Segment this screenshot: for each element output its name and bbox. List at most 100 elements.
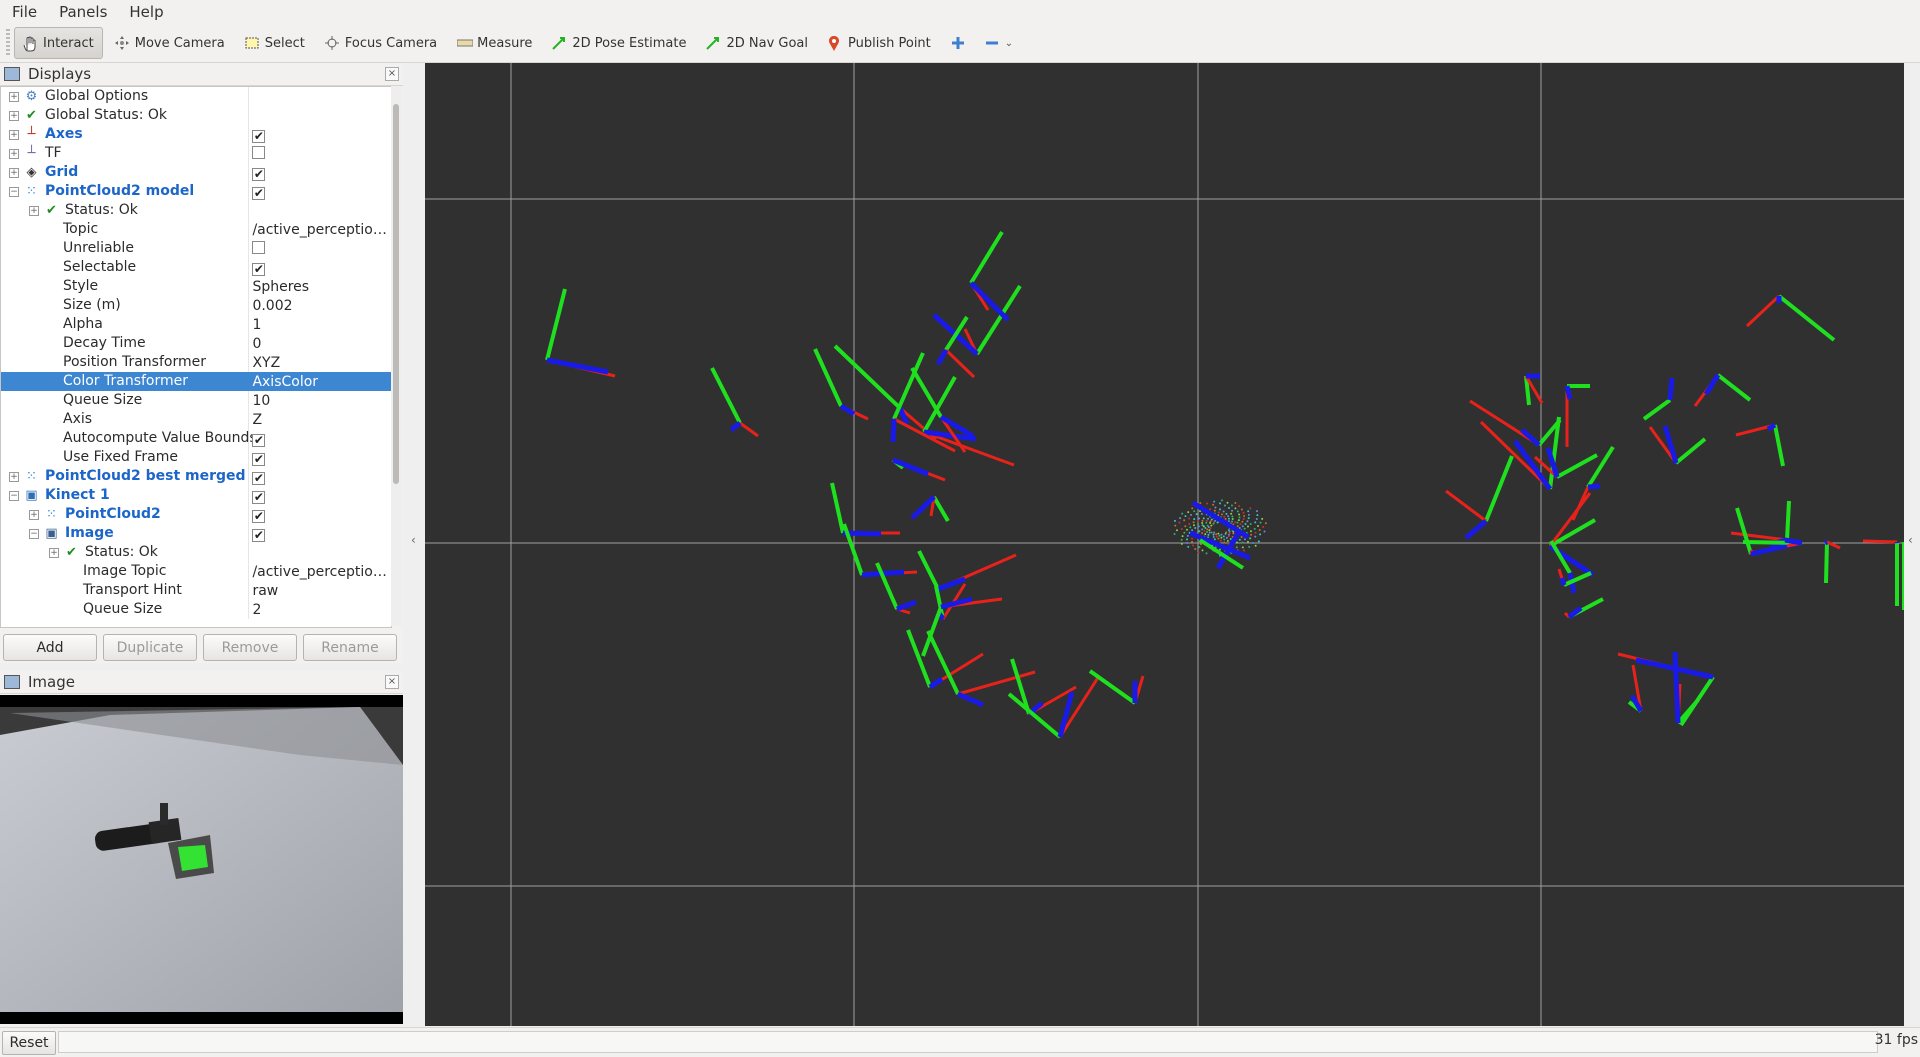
tree-row[interactable]: Axis Z (1, 410, 391, 429)
tree-row-name-cell[interactable]: Unreliable (1, 239, 250, 258)
enable-checkbox[interactable]: ✔ (252, 432, 266, 447)
tree-row[interactable]: Unreliable (1, 239, 391, 258)
reset-button[interactable]: Reset (2, 1031, 56, 1055)
menu-file[interactable]: File (12, 3, 38, 21)
tree-row-name-cell[interactable]: Color Transformer (1, 372, 250, 391)
tree-row[interactable]: Use Fixed Frame ✔ (1, 448, 391, 467)
close-icon[interactable]: × (385, 67, 399, 81)
focus-camera-tool-button[interactable]: Focus Camera (317, 28, 445, 58)
tree-row-name-cell[interactable]: Image Topic (1, 562, 250, 581)
tree-row-value-cell[interactable]: AxisColor (249, 374, 391, 390)
tree-row-value-cell[interactable] (249, 240, 391, 257)
tree-row-value-cell[interactable]: ✔ (249, 260, 391, 276)
tree-row-name-cell[interactable]: − ▣ Image (1, 524, 250, 543)
tree-row-value-cell[interactable]: ✔ (249, 184, 391, 200)
collapse-icon[interactable]: − (9, 187, 19, 197)
enable-checkbox[interactable]: ✔ (252, 261, 266, 276)
add-button[interactable]: Add (3, 634, 97, 661)
tree-row-name-cell[interactable]: Autocompute Value Bounds (1, 429, 257, 448)
enable-checkbox[interactable]: ✔ (252, 489, 266, 504)
tree-row-name-cell[interactable]: + ┴ TF (1, 144, 250, 163)
collapse-icon[interactable]: − (29, 529, 39, 539)
collapse-right-icon[interactable]: ‹ (1908, 533, 1913, 547)
tree-row[interactable]: Style Spheres (1, 277, 391, 296)
tree-row[interactable]: Decay Time 0 (1, 334, 391, 353)
enable-checkbox[interactable]: ✔ (252, 527, 266, 542)
tree-row-value-cell[interactable]: 0.002 (249, 298, 391, 314)
tree-row-name-cell[interactable]: Use Fixed Frame (1, 448, 250, 467)
tree-row[interactable]: Alpha 1 (1, 315, 391, 334)
enable-checkbox[interactable]: ✔ (252, 166, 266, 181)
tree-row[interactable]: + ┴ TF (1, 144, 391, 163)
tree-scrollbar[interactable] (391, 86, 402, 626)
tree-row-value-cell[interactable]: 0 (249, 336, 391, 352)
expand-icon[interactable]: + (9, 92, 19, 102)
tree-row[interactable]: + ✔ Status: Ok (1, 543, 391, 562)
menu-help[interactable]: Help (129, 3, 164, 21)
tree-row[interactable]: Color Transformer AxisColor (1, 372, 391, 391)
tree-row-name-cell[interactable]: Transport Hint (1, 581, 250, 600)
tree-row-name-cell[interactable]: + ✔ Status: Ok (1, 201, 250, 220)
tree-row-name-cell[interactable]: + ⁙ PointCloud2 best merged (1, 467, 250, 486)
move-camera-tool-button[interactable]: Move Camera (107, 28, 233, 58)
remove-tool-dropdown[interactable]: ⌄ (977, 28, 1021, 58)
tree-row-value-cell[interactable]: Spheres (249, 279, 391, 295)
select-tool-button[interactable]: Select (237, 28, 313, 58)
3d-viewport[interactable] (425, 63, 1906, 1026)
tree-row[interactable]: + ⁙ PointCloud2 best merged ✔ (1, 467, 391, 486)
right-dock-strip[interactable]: ‹ (1904, 63, 1920, 1026)
close-icon[interactable]: × (385, 675, 399, 689)
tree-row-name-cell[interactable]: + ◈ Grid (1, 163, 250, 182)
tree-row-value-cell[interactable]: raw (249, 583, 391, 599)
tree-row-value-cell[interactable]: 1 (249, 317, 391, 333)
tree-row-name-cell[interactable]: Selectable (1, 258, 250, 277)
tree-row[interactable]: Transport Hint raw (1, 581, 391, 600)
add-tool-button[interactable] (943, 28, 973, 58)
tree-row-name-cell[interactable]: Axis (1, 410, 250, 429)
tree-row-name-cell[interactable]: + ✔ Global Status: Ok (1, 106, 250, 125)
tree-row-value-cell[interactable]: ✔ (249, 431, 391, 447)
tree-row-value-cell[interactable]: /active_perception... (249, 564, 391, 580)
expand-icon[interactable]: + (29, 510, 39, 520)
expand-icon[interactable]: + (9, 168, 19, 178)
tree-row-value-cell[interactable]: ✔ (249, 450, 391, 466)
tree-row-name-cell[interactable]: Topic (1, 220, 250, 239)
tree-row-value-cell[interactable] (249, 145, 391, 162)
tree-row[interactable]: + ┴ Axes ✔ (1, 125, 391, 144)
tree-row[interactable]: Position Transformer XYZ (1, 353, 391, 372)
tree-row-value-cell[interactable]: Z (249, 412, 391, 428)
expand-icon[interactable]: + (49, 548, 59, 558)
tree-row[interactable]: − ▣ Kinect 1 ✔ (1, 486, 391, 505)
tree-row[interactable]: Autocompute Value Bounds ✔ (1, 429, 391, 448)
tree-row-value-cell[interactable]: ✔ (249, 127, 391, 143)
tree-row-name-cell[interactable]: Queue Size (1, 600, 250, 619)
menu-panels[interactable]: Panels (59, 3, 108, 21)
expand-icon[interactable]: + (9, 111, 19, 121)
tree-row[interactable]: Size (m) 0.002 (1, 296, 391, 315)
toolbar-grip[interactable] (6, 29, 10, 57)
tree-row-name-cell[interactable]: + ⁙ PointCloud2 (1, 505, 250, 524)
tree-row[interactable]: Selectable ✔ (1, 258, 391, 277)
tree-row-value-cell[interactable]: ✔ (249, 165, 391, 181)
tree-row[interactable]: + ◈ Grid ✔ (1, 163, 391, 182)
tree-row-name-cell[interactable]: Decay Time (1, 334, 250, 353)
tree-row-name-cell[interactable]: Size (m) (1, 296, 250, 315)
panel-splitter[interactable]: ‹ (405, 63, 423, 1026)
enable-checkbox[interactable]: ✔ (252, 185, 266, 200)
tree-row-name-cell[interactable]: Alpha (1, 315, 250, 334)
expand-icon[interactable]: + (29, 206, 39, 216)
tree-row-name-cell[interactable]: − ⁙ PointCloud2 model (1, 182, 250, 201)
enable-checkbox[interactable]: ✔ (252, 470, 266, 485)
duplicate-button[interactable]: Duplicate (103, 634, 197, 661)
collapse-left-icon[interactable]: ‹ (411, 533, 416, 547)
tree-row-name-cell[interactable]: Position Transformer (1, 353, 250, 372)
tree-row[interactable]: Queue Size 2 (1, 600, 391, 619)
rename-button[interactable]: Rename (303, 634, 397, 661)
tree-row[interactable]: Queue Size 10 (1, 391, 391, 410)
tree-row-value-cell[interactable]: ✔ (249, 507, 391, 523)
expand-icon[interactable]: + (9, 130, 19, 140)
tree-row-value-cell[interactable]: 10 (249, 393, 391, 409)
tree-row[interactable]: + ⚙ Global Options (1, 87, 391, 106)
tree-row[interactable]: − ▣ Image ✔ (1, 524, 391, 543)
tree-row-name-cell[interactable]: Style (1, 277, 250, 296)
